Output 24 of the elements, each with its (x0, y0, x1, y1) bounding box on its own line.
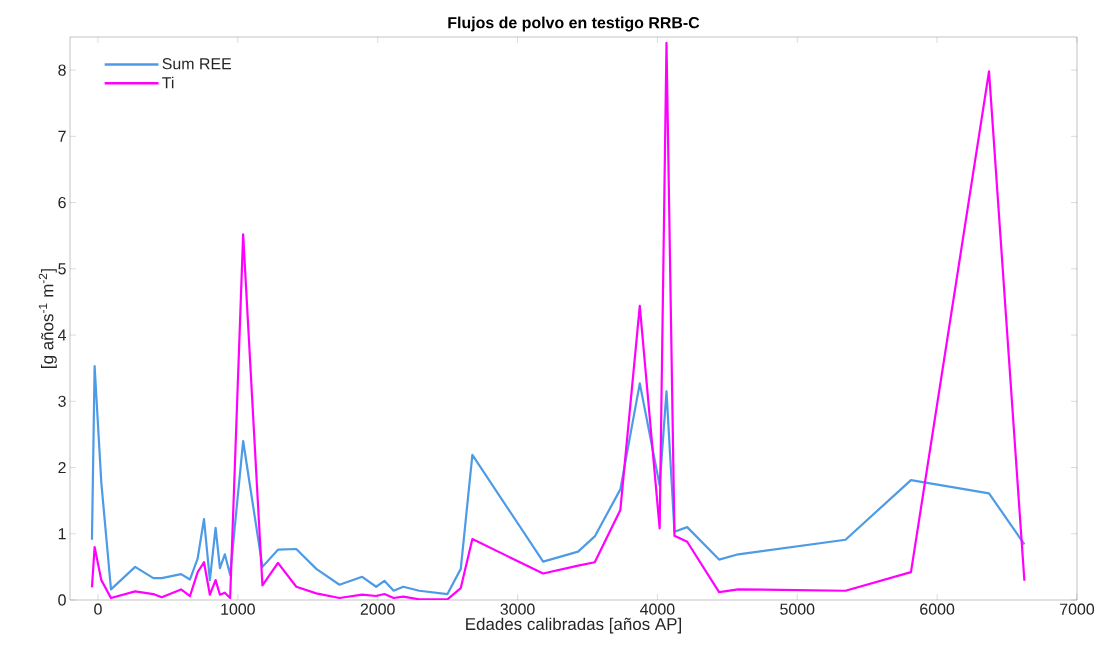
x-axis-title: Edades calibradas [años AP] (466, 617, 681, 634)
y-tick-label: 6 (58, 196, 66, 209)
y-tick-label: 0 (58, 594, 66, 606)
y-tick-label: 3 (58, 395, 66, 407)
y-tick-label: 5 (58, 263, 66, 275)
x-tick-label: 3000 (500, 603, 535, 615)
y-axis-title: [g años$^{-1}$ m$^{-2}$] (38, 269, 57, 368)
y-tick-label: 1 (58, 528, 66, 540)
x-tick-label: 6000 (920, 603, 955, 615)
chart-title: Flujos de polvo en testigo RRB-C (448, 16, 700, 32)
x-tick-label: 2000 (360, 603, 395, 615)
x-tick-label: 1000 (221, 603, 255, 615)
line-series (90, 41, 1026, 600)
line-series (90, 365, 1026, 596)
y-tick-label: 8 (58, 64, 66, 76)
x-tick-label: 7000 (1060, 603, 1095, 615)
legend-label: Ti (162, 76, 174, 89)
x-tick-label: 0 (94, 603, 102, 615)
legend-label: Sum REE (162, 58, 232, 70)
x-tick-label: 4000 (640, 603, 675, 615)
y-tick-label: 7 (58, 130, 66, 142)
y-tick-label: 4 (57, 329, 67, 341)
x-tick-label: 5000 (780, 603, 815, 615)
y-tick-label: 2 (58, 461, 66, 474)
